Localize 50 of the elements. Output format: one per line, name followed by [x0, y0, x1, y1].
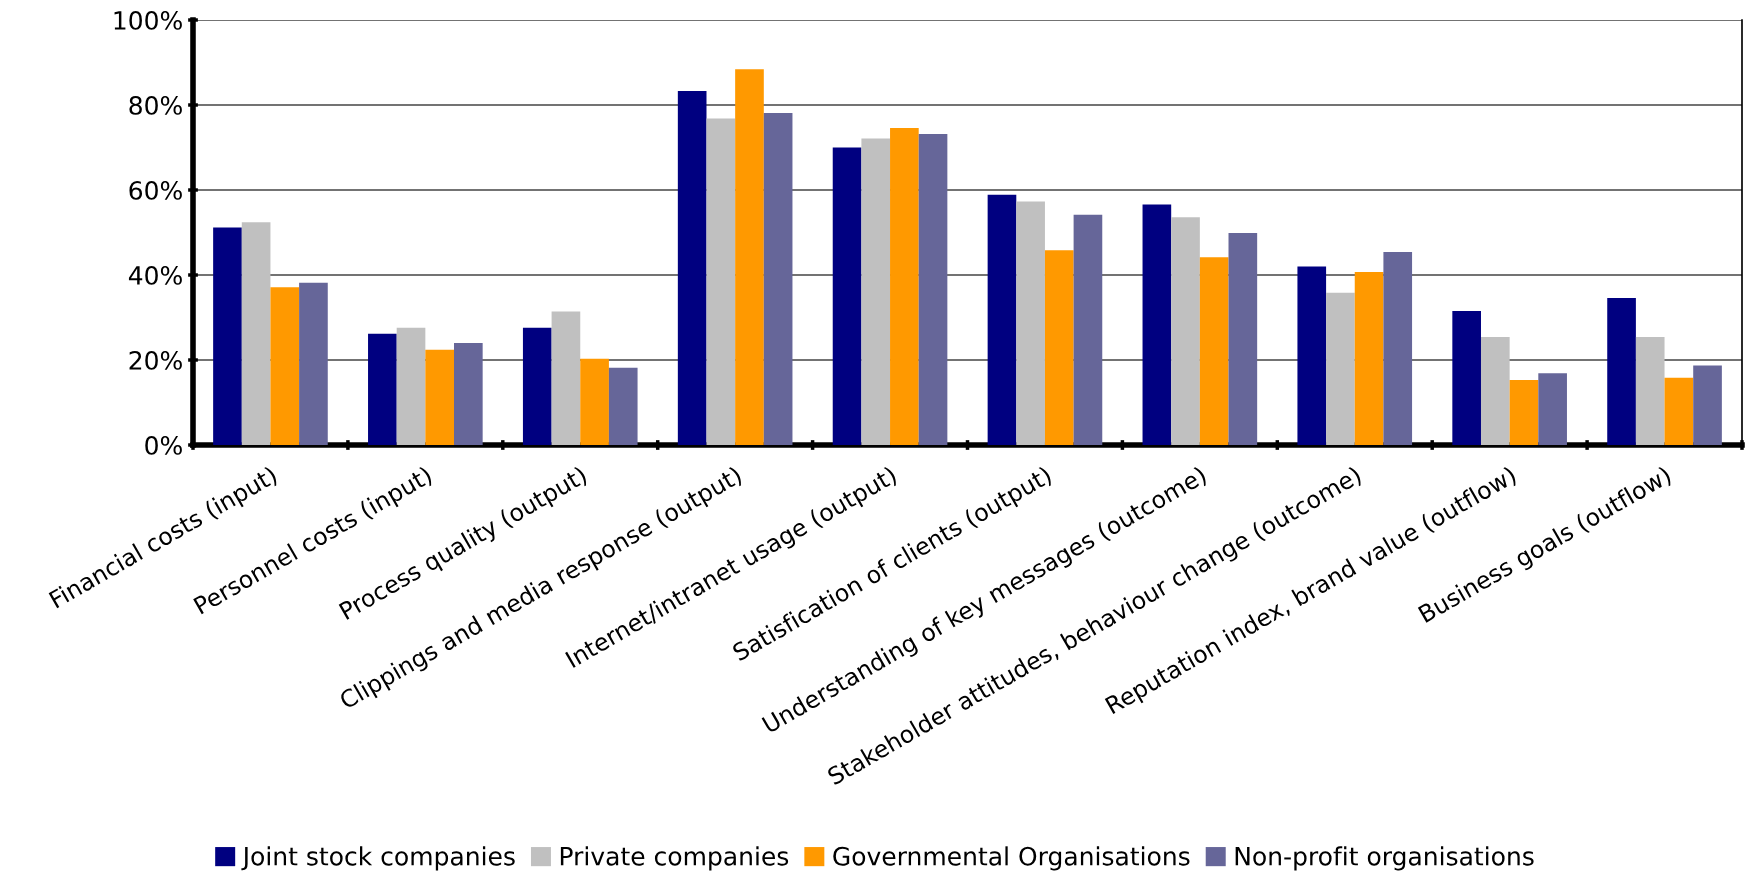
bar [861, 138, 891, 445]
bar [1297, 266, 1327, 445]
bar [1607, 297, 1636, 445]
bar [396, 327, 426, 445]
bar [918, 133, 948, 445]
bar [299, 282, 328, 445]
bar [1326, 292, 1355, 445]
y-tick-label: 80% [129, 95, 182, 115]
y-tick-label: 0% [145, 435, 182, 455]
bar [1509, 379, 1539, 445]
bar [1044, 250, 1074, 445]
bar [1693, 365, 1722, 445]
bar [735, 69, 764, 445]
y-tick-label: 20% [129, 350, 182, 370]
legend-label: Governmental Organisations [833, 846, 1190, 871]
legend-label: Joint stock companies [241, 846, 515, 871]
bar [580, 358, 609, 445]
bar [1664, 377, 1694, 445]
bar [608, 367, 638, 445]
bar [1199, 257, 1229, 445]
bar [890, 127, 919, 445]
bar [706, 118, 736, 445]
bar [368, 333, 397, 445]
y-tick-label: 40% [128, 265, 182, 285]
legend-label: Non-profit organisations [1235, 846, 1534, 871]
bar [425, 349, 455, 445]
bar [551, 311, 581, 445]
bar [832, 147, 862, 445]
bar [677, 90, 707, 445]
bar [763, 113, 793, 445]
bar [1073, 214, 1103, 445]
legend-label: Private companies [560, 846, 789, 871]
bar [1354, 272, 1384, 445]
bar [1142, 204, 1172, 445]
bar [241, 222, 271, 445]
bar [1228, 232, 1258, 445]
bar [454, 343, 483, 445]
bar [213, 227, 242, 445]
bar [270, 287, 300, 445]
bar [987, 194, 1017, 445]
bar [1480, 337, 1510, 445]
bar [1538, 373, 1567, 445]
bar [1171, 217, 1200, 445]
bar [1016, 201, 1045, 445]
bar [1452, 311, 1481, 445]
bar [1635, 337, 1665, 445]
bar [1383, 252, 1413, 445]
y-tick-label: 100% [114, 10, 182, 30]
bar [522, 327, 552, 445]
y-tick-label: 60% [129, 180, 182, 200]
